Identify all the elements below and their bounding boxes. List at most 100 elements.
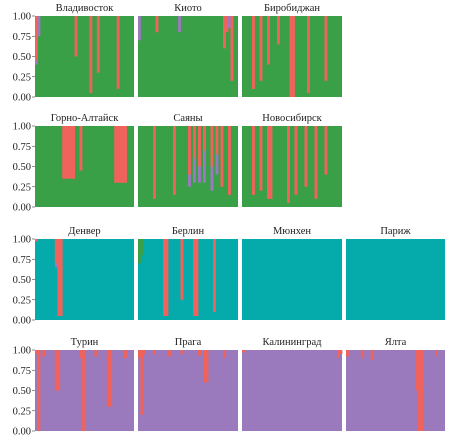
individual-bar-segment bbox=[69, 126, 73, 179]
structure-panel: Прага bbox=[138, 334, 238, 431]
individual-bar-segment bbox=[178, 16, 181, 33]
panel-title: Денвер bbox=[68, 226, 100, 237]
panel-title-strip bbox=[35, 0, 134, 16]
individual-bar-segment bbox=[360, 350, 364, 359]
panel-title-strip bbox=[242, 223, 342, 239]
y-tick-label: 0.50 bbox=[13, 162, 31, 173]
structure-panel: Париж bbox=[346, 223, 445, 320]
individual-bar-segment bbox=[79, 350, 83, 359]
y-tick-label: 0.50 bbox=[13, 275, 31, 286]
individual-bar-segment bbox=[54, 263, 58, 268]
panel-base-cluster bbox=[35, 239, 134, 320]
y-tick-label: 0.00 bbox=[13, 316, 31, 327]
individual-bar-segment bbox=[143, 350, 146, 355]
individual-bar-segment bbox=[173, 126, 176, 195]
individual-bar-segment bbox=[67, 126, 71, 179]
y-tick-label: 0.00 bbox=[13, 93, 31, 104]
panel-title-strip bbox=[35, 110, 134, 126]
panel-base-cluster bbox=[138, 16, 238, 97]
y-tick-label: 0.75 bbox=[13, 32, 31, 43]
individual-bar-segment bbox=[203, 126, 206, 151]
y-tick-label: 0.25 bbox=[13, 295, 31, 306]
individual-bar-segment bbox=[153, 350, 156, 355]
individual-bar-segment bbox=[220, 126, 224, 187]
structure-panel: Новосибирск bbox=[242, 110, 342, 207]
individual-bar-segment bbox=[180, 350, 184, 355]
individual-bar-segment bbox=[188, 126, 191, 175]
panel-title: Калининград bbox=[263, 337, 323, 348]
individual-bar-segment bbox=[242, 350, 245, 353]
panel-title-strip bbox=[242, 334, 342, 350]
panel-base-cluster bbox=[138, 239, 238, 320]
individual-bar-segment bbox=[94, 350, 98, 357]
individual-bar-segment bbox=[203, 350, 206, 383]
y-tick-label: 0.75 bbox=[13, 366, 31, 377]
y-tick-label: 1.00 bbox=[13, 122, 31, 133]
individual-bar-segment bbox=[267, 16, 270, 65]
panel-title: Париж bbox=[380, 226, 411, 237]
individual-bar-segment bbox=[292, 16, 295, 97]
individual-bar-segment bbox=[213, 239, 216, 312]
individual-bar-segment bbox=[79, 126, 83, 171]
individual-bar-segment bbox=[121, 126, 125, 183]
individual-bar-segment bbox=[314, 126, 318, 199]
individual-bar-segment bbox=[267, 126, 270, 199]
individual-bar-segment bbox=[54, 350, 58, 391]
panel-base-cluster bbox=[346, 239, 445, 320]
y-tick-label: 1.00 bbox=[13, 346, 31, 357]
y-tick-label: 0.75 bbox=[13, 255, 31, 266]
individual-bar-segment bbox=[124, 126, 127, 183]
panel-title: Киото bbox=[174, 3, 201, 14]
y-tick-label: 0.25 bbox=[13, 72, 31, 83]
individual-bar-segment bbox=[324, 126, 328, 175]
structure-panel: Саяны bbox=[138, 110, 238, 207]
individual-bar-segment bbox=[138, 350, 141, 359]
individual-bar-segment bbox=[163, 239, 166, 316]
panel-title: Прага bbox=[175, 337, 202, 348]
individual-bar-segment bbox=[96, 16, 100, 73]
individual-bar-segment bbox=[59, 239, 63, 316]
panel-title: Новосибирск bbox=[262, 113, 322, 124]
individual-bar-segment bbox=[64, 126, 68, 179]
individual-bar-segment bbox=[35, 60, 38, 65]
individual-bar-segment bbox=[89, 16, 93, 93]
structure-panel: Турин bbox=[35, 334, 134, 431]
panel-base-cluster bbox=[346, 350, 445, 431]
individual-bar-segment bbox=[37, 350, 41, 431]
plot-area: 0.00 0.25 0.50 0.75 1.00 Владивосток Киото Биро… bbox=[13, 0, 445, 436]
individual-bar-segment bbox=[337, 350, 340, 359]
individual-bar-segment bbox=[35, 239, 38, 242]
individual-bar-segment bbox=[339, 350, 343, 355]
individual-bar-segment bbox=[116, 126, 120, 183]
individual-bar-segment bbox=[215, 126, 219, 155]
individual-bar-segment bbox=[370, 350, 374, 360]
y-tick-label: 0.50 bbox=[13, 52, 31, 63]
individual-bar-segment bbox=[417, 350, 421, 431]
individual-bar-segment bbox=[195, 239, 199, 316]
individual-bar-segment bbox=[210, 166, 214, 191]
individual-bar-segment bbox=[193, 239, 196, 316]
panel-title-strip bbox=[35, 334, 134, 350]
y-tick-label: 1.00 bbox=[13, 235, 31, 246]
individual-bar-segment bbox=[203, 150, 206, 183]
individual-bar-segment bbox=[57, 350, 61, 391]
panel-title: Горно-Алтайск bbox=[51, 113, 119, 124]
individual-bar-segment bbox=[35, 16, 38, 61]
structure-panel: Берлин bbox=[138, 223, 238, 320]
y-tick-label: 0.00 bbox=[13, 427, 31, 436]
individual-bar-segment bbox=[37, 16, 41, 37]
individual-bar-segment bbox=[57, 239, 61, 316]
individual-bar-segment bbox=[114, 126, 118, 183]
panel-title: Владивосток bbox=[56, 3, 115, 14]
individual-bar-segment bbox=[168, 350, 171, 357]
individual-bar-segment bbox=[289, 16, 293, 97]
individual-bar-segment bbox=[72, 126, 75, 179]
panel-title: Биробиджан bbox=[264, 3, 320, 14]
panel-title-strip bbox=[138, 223, 238, 239]
individual-bar-segment bbox=[180, 239, 184, 300]
individual-bar-segment bbox=[230, 16, 234, 81]
individual-bar-segment bbox=[188, 174, 191, 187]
individual-bar-segment bbox=[62, 126, 66, 179]
individual-bar-segment bbox=[140, 239, 144, 256]
individual-bar-segment bbox=[42, 350, 46, 357]
